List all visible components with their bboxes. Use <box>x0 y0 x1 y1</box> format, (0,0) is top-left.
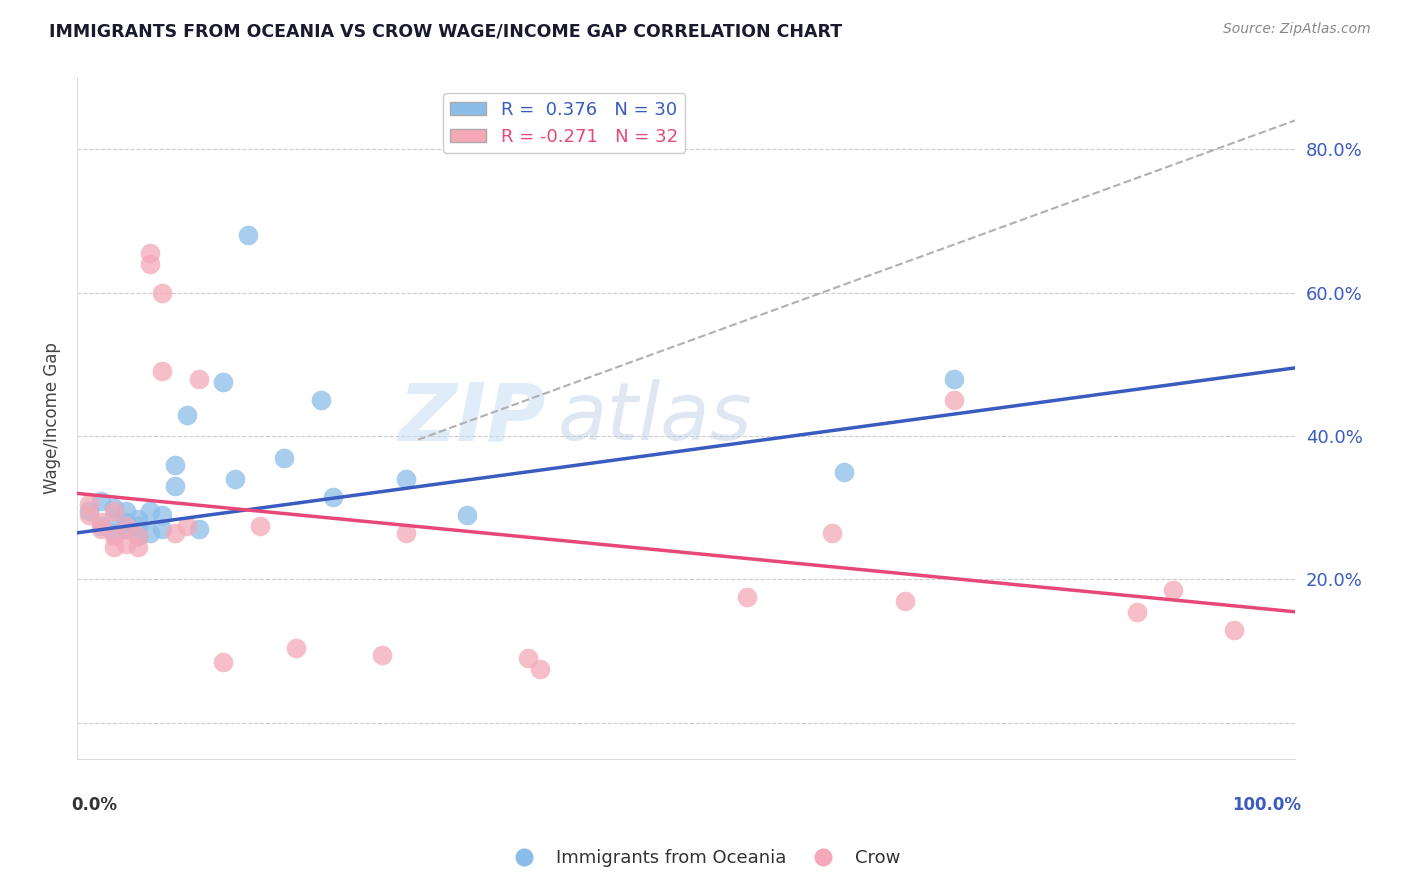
Point <box>127 540 149 554</box>
Point <box>103 525 125 540</box>
Point <box>176 518 198 533</box>
Point <box>1125 605 1147 619</box>
Point <box>516 651 538 665</box>
Point <box>114 536 136 550</box>
Point <box>456 508 478 522</box>
Point <box>187 372 209 386</box>
Point <box>212 655 235 669</box>
Point <box>150 508 173 522</box>
Point <box>103 540 125 554</box>
Point <box>90 518 112 533</box>
Legend: R =  0.376   N = 30, R = -0.271   N = 32: R = 0.376 N = 30, R = -0.271 N = 32 <box>443 94 685 153</box>
Point <box>103 500 125 515</box>
Point <box>942 393 965 408</box>
Point <box>249 518 271 533</box>
Point <box>894 594 917 608</box>
Point <box>77 497 100 511</box>
Text: 0.0%: 0.0% <box>72 797 117 814</box>
Point <box>309 393 332 408</box>
Text: Source: ZipAtlas.com: Source: ZipAtlas.com <box>1223 22 1371 37</box>
Point <box>273 450 295 465</box>
Point <box>114 518 136 533</box>
Point <box>529 662 551 676</box>
Point <box>322 490 344 504</box>
Point <box>163 458 186 472</box>
Point <box>127 511 149 525</box>
Point <box>139 257 162 271</box>
Point <box>285 640 308 655</box>
Point <box>90 515 112 529</box>
Point <box>163 479 186 493</box>
Point <box>77 504 100 518</box>
Point <box>942 372 965 386</box>
Text: atlas: atlas <box>558 379 752 457</box>
Point <box>1161 583 1184 598</box>
Point <box>236 228 259 243</box>
Point <box>139 504 162 518</box>
Point <box>163 525 186 540</box>
Point <box>139 246 162 260</box>
Point <box>187 522 209 536</box>
Point <box>735 591 758 605</box>
Point <box>176 408 198 422</box>
Point <box>77 508 100 522</box>
Point <box>395 525 418 540</box>
Point <box>127 529 149 543</box>
Point <box>114 504 136 518</box>
Point <box>395 472 418 486</box>
Point <box>224 472 246 486</box>
Point <box>212 376 235 390</box>
Text: IMMIGRANTS FROM OCEANIA VS CROW WAGE/INCOME GAP CORRELATION CHART: IMMIGRANTS FROM OCEANIA VS CROW WAGE/INC… <box>49 22 842 40</box>
Point <box>90 493 112 508</box>
Point <box>139 525 162 540</box>
Text: 100.0%: 100.0% <box>1232 797 1301 814</box>
Point <box>114 522 136 536</box>
Text: ZIP: ZIP <box>398 379 546 457</box>
Point <box>127 529 149 543</box>
Point <box>90 522 112 536</box>
Point <box>103 504 125 518</box>
Point <box>127 518 149 533</box>
Y-axis label: Wage/Income Gap: Wage/Income Gap <box>44 343 60 494</box>
Point <box>150 522 173 536</box>
Point <box>370 648 392 662</box>
Point <box>150 285 173 300</box>
Point <box>834 465 856 479</box>
Point <box>1223 623 1246 637</box>
Point <box>114 515 136 529</box>
Point <box>103 511 125 525</box>
Point <box>821 525 844 540</box>
Legend: Immigrants from Oceania, Crow: Immigrants from Oceania, Crow <box>498 842 908 874</box>
Point <box>103 529 125 543</box>
Point <box>150 364 173 378</box>
